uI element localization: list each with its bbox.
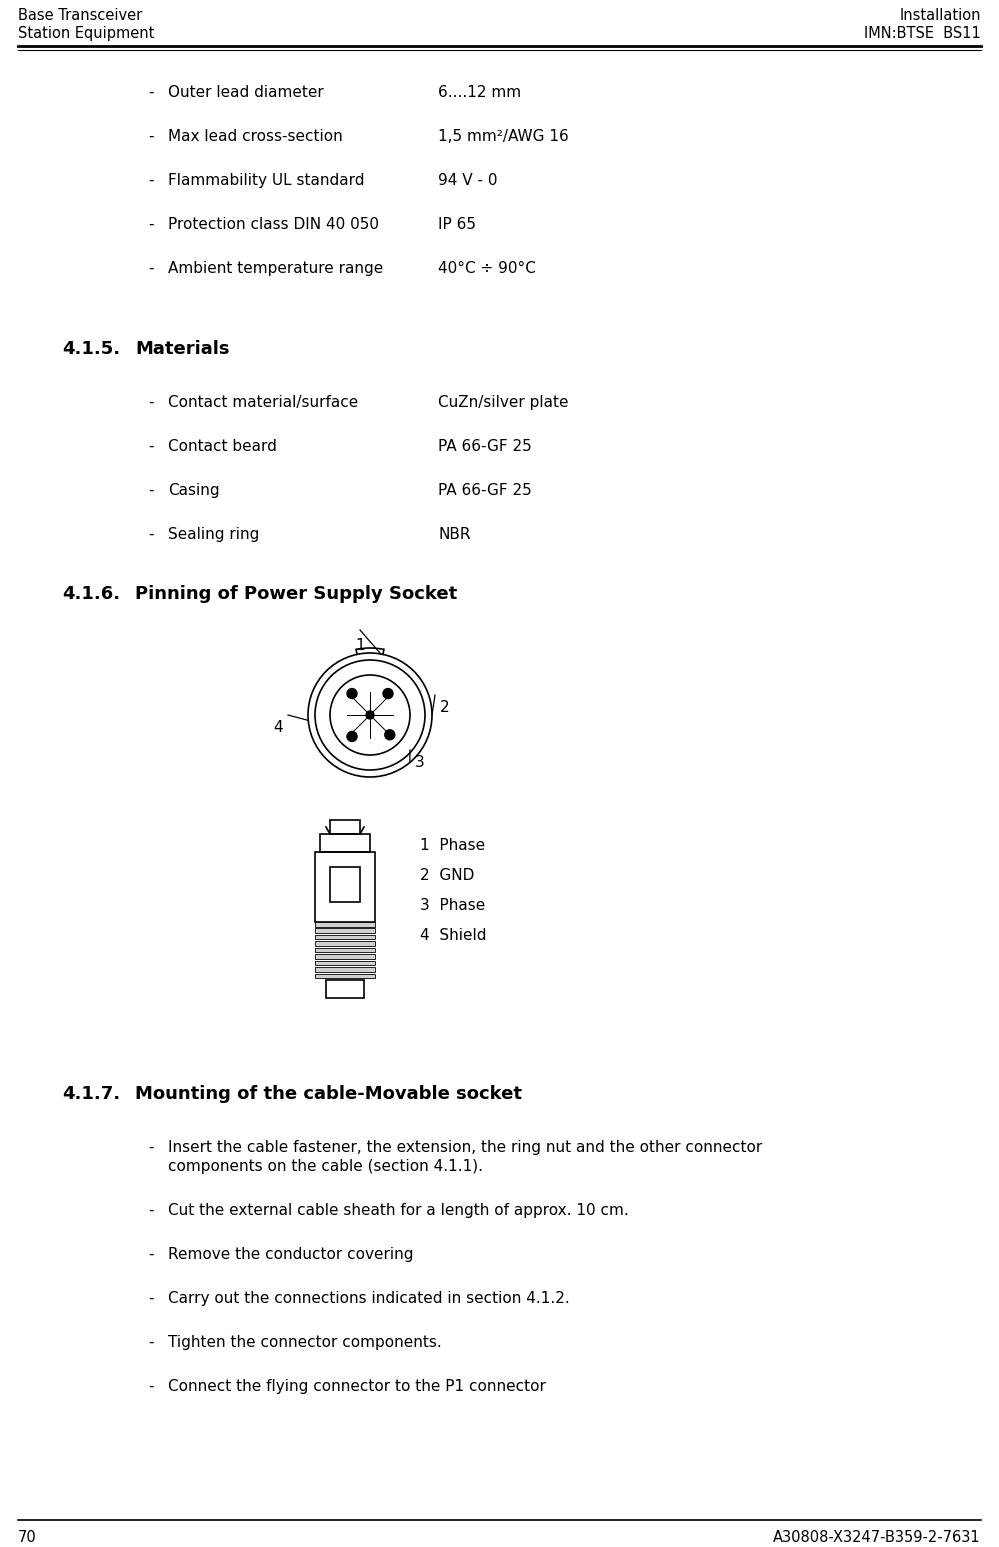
Text: 40°C ÷ 90°C: 40°C ÷ 90°C [438, 261, 535, 275]
Text: 2  GND: 2 GND [420, 868, 475, 883]
Text: Flammability UL standard: Flammability UL standard [168, 173, 365, 189]
Bar [315, 922, 375, 927]
Text: IP 65: IP 65 [438, 217, 476, 232]
Bar [315, 973, 375, 978]
Text: 2: 2 [440, 699, 450, 715]
Text: -: - [148, 1204, 154, 1217]
Text: Mounting of the cable-Movable socket: Mounting of the cable-Movable socket [135, 1084, 522, 1103]
Text: Remove the conductor covering: Remove the conductor covering [168, 1247, 414, 1262]
Text: 6....12 mm: 6....12 mm [438, 85, 521, 101]
Text: 1  Phase: 1 Phase [420, 838, 486, 852]
Text: Protection class DIN 40 050: Protection class DIN 40 050 [168, 217, 379, 232]
Text: -: - [148, 528, 154, 541]
Text: 4: 4 [273, 719, 283, 735]
Text: IMN:BTSE  BS11: IMN:BTSE BS11 [864, 26, 981, 42]
Text: -: - [148, 1292, 154, 1306]
Text: A30808-X3247-B359-2-7631: A30808-X3247-B359-2-7631 [773, 1530, 981, 1545]
Text: Outer lead diameter: Outer lead diameter [168, 85, 324, 101]
Text: Contact material/surface: Contact material/surface [168, 394, 359, 410]
Bar [315, 954, 375, 959]
Text: -: - [148, 1140, 154, 1156]
Text: PA 66-GF 25: PA 66-GF 25 [438, 439, 531, 453]
Text: CuZn/silver plate: CuZn/silver plate [438, 394, 568, 410]
Text: -: - [148, 261, 154, 275]
Text: 3  Phase: 3 Phase [420, 897, 486, 913]
Text: NBR: NBR [438, 528, 471, 541]
Text: Cut the external cable sheath for a length of approx. 10 cm.: Cut the external cable sheath for a leng… [168, 1204, 628, 1217]
Text: Materials: Materials [135, 340, 230, 357]
Text: Sealing ring: Sealing ring [168, 528, 260, 541]
Text: Carry out the connections indicated in section 4.1.2.: Carry out the connections indicated in s… [168, 1292, 569, 1306]
Text: -: - [148, 1335, 154, 1351]
Text: 94 V - 0: 94 V - 0 [438, 173, 498, 189]
Text: Insert the cable fastener, the extension, the ring nut and the other connector: Insert the cable fastener, the extension… [168, 1140, 762, 1156]
Circle shape [383, 688, 393, 699]
Bar [315, 961, 375, 965]
Text: Tighten the connector components.: Tighten the connector components. [168, 1335, 442, 1351]
Text: 70: 70 [18, 1530, 37, 1545]
Bar [320, 834, 370, 852]
Text: Pinning of Power Supply Socket: Pinning of Power Supply Socket [135, 585, 458, 603]
Text: -: - [148, 217, 154, 232]
Bar [315, 928, 375, 933]
Bar [315, 948, 375, 953]
Text: -: - [148, 173, 154, 189]
Text: 4.1.6.: 4.1.6. [62, 585, 120, 603]
Circle shape [347, 732, 357, 741]
Text: -: - [148, 85, 154, 101]
Text: Max lead cross-section: Max lead cross-section [168, 128, 343, 144]
Text: 4  Shield: 4 Shield [420, 928, 487, 944]
Text: Installation: Installation [899, 8, 981, 23]
Text: PA 66-GF 25: PA 66-GF 25 [438, 483, 531, 498]
Text: 4.1.5.: 4.1.5. [62, 340, 120, 357]
Text: Connect the flying connector to the P1 connector: Connect the flying connector to the P1 c… [168, 1378, 545, 1394]
Text: 1,5 mm²/AWG 16: 1,5 mm²/AWG 16 [438, 128, 568, 144]
Bar [315, 967, 375, 972]
Circle shape [347, 688, 357, 699]
Circle shape [366, 712, 374, 719]
Text: 3: 3 [415, 755, 425, 770]
Text: -: - [148, 394, 154, 410]
Text: -: - [148, 128, 154, 144]
Bar [330, 866, 360, 902]
Text: components on the cable (section 4.1.1).: components on the cable (section 4.1.1). [168, 1159, 483, 1174]
Text: Casing: Casing [168, 483, 220, 498]
Text: Contact beard: Contact beard [168, 439, 277, 453]
Bar [326, 979, 364, 998]
Text: -: - [148, 1378, 154, 1394]
Text: 4.1.7.: 4.1.7. [62, 1084, 120, 1103]
Text: Base Transceiver: Base Transceiver [18, 8, 142, 23]
Bar [330, 820, 360, 834]
Text: Ambient temperature range: Ambient temperature range [168, 261, 384, 275]
Bar [315, 852, 375, 922]
Text: -: - [148, 1247, 154, 1262]
Text: -: - [148, 483, 154, 498]
Text: 1: 1 [355, 637, 365, 653]
Text: Station Equipment: Station Equipment [18, 26, 155, 42]
Text: -: - [148, 439, 154, 453]
Circle shape [385, 730, 395, 739]
Bar [315, 941, 375, 945]
Bar [315, 934, 375, 939]
